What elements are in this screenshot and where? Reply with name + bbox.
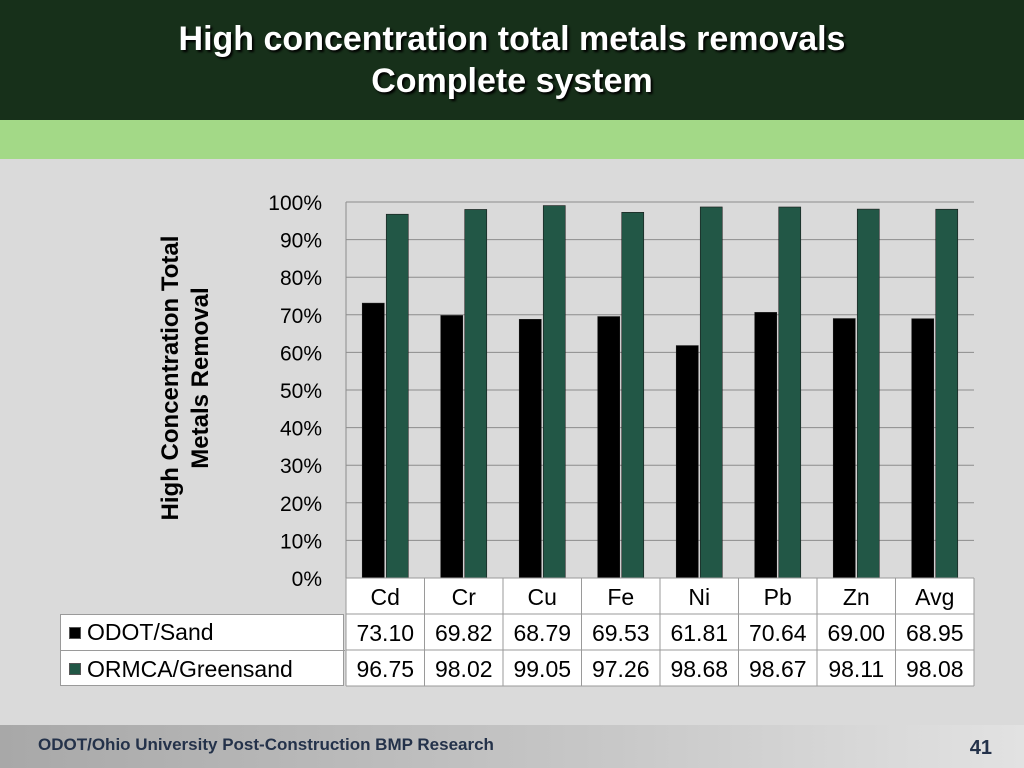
bar-ormca-cr (464, 209, 488, 579)
accent-strip (0, 120, 1024, 159)
data-table-value: 69.53 (592, 620, 650, 646)
legend-row-odot: ODOT/Sand (61, 615, 345, 651)
bar-odot-cu (518, 319, 542, 579)
data-table-value: 69.00 (827, 620, 885, 646)
y-tick-label: 40% (280, 418, 322, 441)
bar-ormca-avg (935, 208, 959, 579)
x-category-label: Fe (607, 584, 634, 610)
slide-title-line2: Complete system (371, 62, 653, 100)
data-table-value: 99.05 (513, 656, 571, 682)
bar-odot-ni (675, 345, 699, 579)
footer: ODOT/Ohio University Post-Construction B… (0, 725, 1024, 768)
data-table-value: 96.75 (356, 656, 414, 682)
bar-odot-avg (911, 318, 935, 579)
bar-odot-zn (832, 318, 856, 579)
y-tick-label: 90% (280, 230, 322, 253)
data-table-value: 70.64 (749, 620, 807, 646)
x-category-label: Cu (528, 584, 557, 610)
x-category-label: Pb (764, 584, 792, 610)
y-tick-label: 100% (268, 192, 322, 215)
x-category-label: Cd (371, 584, 400, 610)
bar-odot-cr (440, 315, 464, 579)
swatch-odot (69, 626, 81, 639)
data-table-value: 98.68 (670, 656, 728, 682)
data-table-value: 98.08 (906, 656, 964, 682)
bar-odot-cd (361, 302, 385, 579)
data-table-value: 98.67 (749, 656, 807, 682)
legend-row-ormca: ORMCA/Greensand (61, 651, 345, 687)
legend-label-odot: ODOT/Sand (87, 619, 214, 645)
data-table-value: 98.11 (828, 656, 884, 682)
bar-ormca-cu (542, 205, 566, 579)
bar-ormca-cd (385, 213, 409, 579)
bar-ormca-ni (699, 206, 723, 579)
page-number: 41 (969, 737, 992, 759)
x-category-label: Ni (688, 584, 710, 610)
bar-ormca-pb (778, 206, 802, 579)
data-table-value: 97.26 (592, 656, 650, 682)
data-table-value: 98.02 (435, 656, 493, 682)
y-tick-label: 70% (280, 305, 322, 328)
data-table-value: 61.81 (670, 620, 728, 646)
footer-text: ODOT/Ohio University Post-Construction B… (38, 735, 494, 754)
data-table-value: 68.79 (513, 620, 571, 646)
legend-label-ormca: ORMCA/Greensand (87, 655, 293, 682)
data-table-value: 68.95 (906, 620, 964, 646)
data-table-value: 73.10 (356, 620, 414, 646)
y-tick-label: 10% (280, 530, 322, 553)
x-category-label: Avg (915, 584, 954, 610)
swatch-ormca (69, 663, 81, 675)
bar-odot-fe (597, 316, 621, 579)
bar-ormca-zn (856, 208, 880, 579)
y-tick-label: 80% (280, 267, 322, 290)
legend-table: ODOT/Sand ORMCA/Greensand (60, 614, 345, 687)
x-category-label: Zn (843, 584, 870, 610)
data-table-value: 69.82 (435, 620, 493, 646)
y-tick-label: 60% (280, 342, 322, 365)
y-tick-label: 30% (280, 455, 322, 478)
y-tick-label: 0% (292, 568, 322, 591)
y-tick-label: 20% (280, 493, 322, 516)
bar-odot-pb (754, 312, 778, 579)
slide-title-line1: High concentration total metals removals (178, 20, 846, 58)
title-band: High concentration total metals removals… (0, 0, 1024, 120)
bar-ormca-fe (621, 212, 645, 579)
y-tick-label: 50% (280, 380, 322, 403)
x-category-label: Cr (452, 584, 477, 610)
